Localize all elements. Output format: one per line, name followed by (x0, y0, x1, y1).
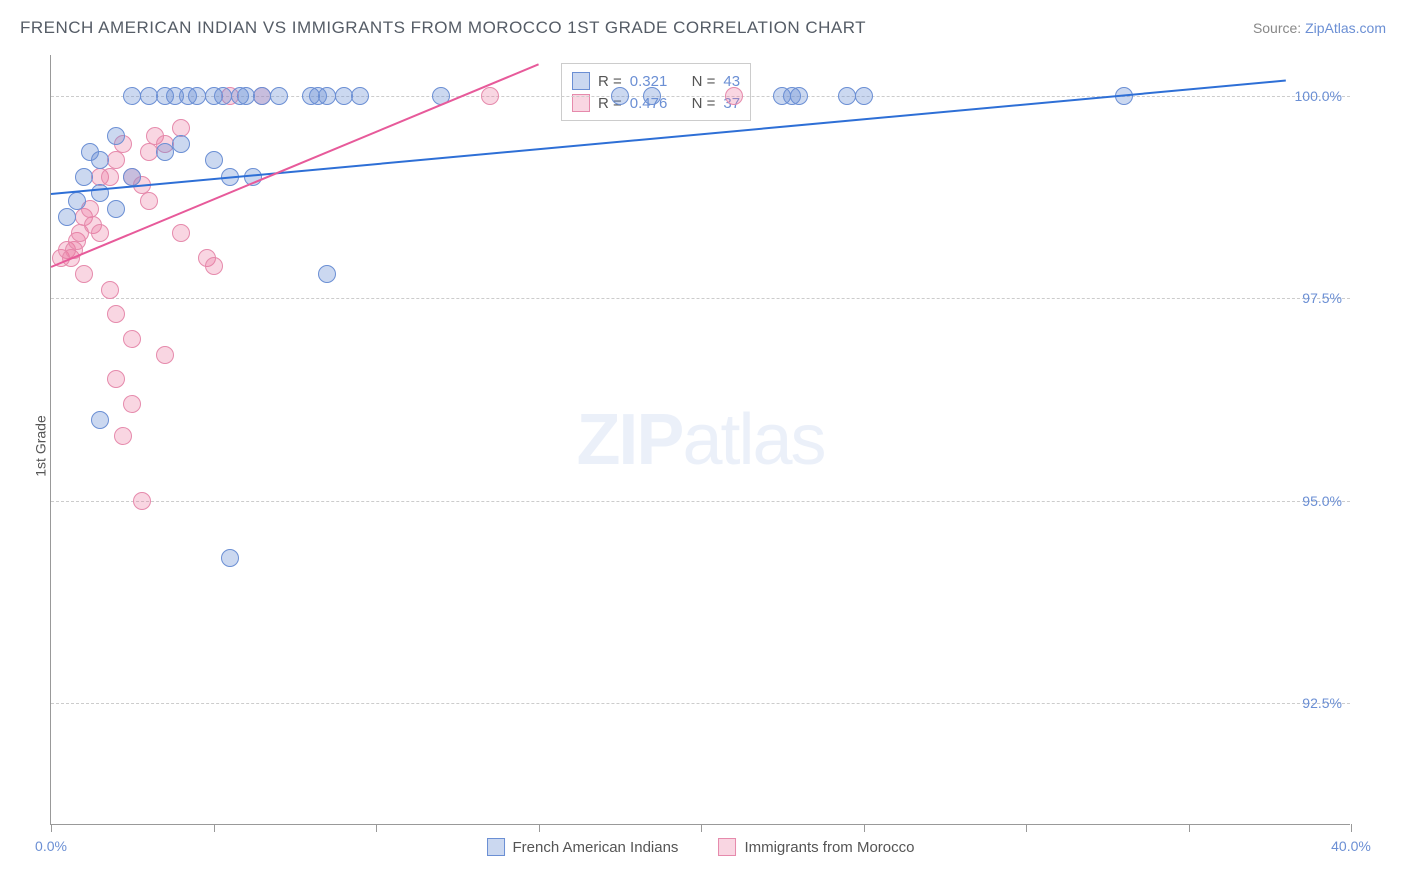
ytick-label: 92.5% (1302, 695, 1342, 711)
xtick (214, 824, 215, 832)
legend-item-1: French American Indians (487, 838, 679, 856)
xtick (539, 824, 540, 832)
point-series2 (481, 87, 499, 105)
point-series2 (205, 257, 223, 275)
n-label: N = (692, 73, 716, 90)
ytick-label: 100.0% (1295, 88, 1342, 104)
watermark-light: atlas (682, 400, 824, 480)
point-series2 (114, 427, 132, 445)
legend-swatch-1 (487, 838, 505, 856)
point-series2 (123, 330, 141, 348)
point-series1 (790, 87, 808, 105)
point-series1 (107, 200, 125, 218)
gridline-h (51, 298, 1350, 299)
bottom-legend: French American Indians Immigrants from … (487, 838, 915, 856)
ytick-label: 97.5% (1302, 290, 1342, 306)
point-series1 (123, 168, 141, 186)
ytick-label: 95.0% (1302, 493, 1342, 509)
xtick (376, 824, 377, 832)
point-series1 (91, 411, 109, 429)
xtick (1026, 824, 1027, 832)
plot-area: ZIPatlas R = 0.321 N = 43 R = 0.476 N = … (50, 55, 1350, 825)
point-series1 (318, 265, 336, 283)
source-label: Source: (1253, 20, 1301, 36)
point-series2 (107, 370, 125, 388)
point-series1 (221, 549, 239, 567)
n-label-2: N = (692, 95, 716, 112)
xtick (1351, 824, 1352, 832)
point-series1 (270, 87, 288, 105)
point-series1 (75, 168, 93, 186)
chart-container: FRENCH AMERICAN INDIAN VS IMMIGRANTS FRO… (0, 0, 1406, 892)
watermark: ZIPatlas (576, 399, 824, 481)
point-series1 (172, 135, 190, 153)
point-series2 (172, 224, 190, 242)
xtick (1189, 824, 1190, 832)
xtick (51, 824, 52, 832)
gridline-h (51, 703, 1350, 704)
legend-item-2: Immigrants from Morocco (718, 838, 914, 856)
point-series1 (643, 87, 661, 105)
source-attribution: Source: ZipAtlas.com (1253, 20, 1386, 36)
point-series2 (133, 492, 151, 510)
point-series2 (101, 281, 119, 299)
point-series2 (156, 346, 174, 364)
point-series1 (58, 208, 76, 226)
point-series1 (68, 192, 86, 210)
legend-label-2: Immigrants from Morocco (744, 839, 914, 856)
xtick-label: 0.0% (35, 838, 67, 854)
point-series1 (91, 151, 109, 169)
point-series2 (91, 224, 109, 242)
legend-swatch-series2 (572, 94, 590, 112)
title-row: FRENCH AMERICAN INDIAN VS IMMIGRANTS FRO… (20, 18, 1386, 38)
point-series2 (101, 168, 119, 186)
point-series2 (123, 395, 141, 413)
point-series2 (725, 87, 743, 105)
point-series2 (107, 305, 125, 323)
point-series1 (351, 87, 369, 105)
xtick (701, 824, 702, 832)
y-axis-label: 1st Grade (33, 415, 49, 476)
point-series2 (75, 265, 93, 283)
xtick-label: 40.0% (1331, 838, 1371, 854)
point-series2 (107, 151, 125, 169)
legend-label-1: French American Indians (513, 839, 679, 856)
point-series1 (205, 151, 223, 169)
watermark-bold: ZIP (576, 400, 682, 480)
source-link[interactable]: ZipAtlas.com (1305, 20, 1386, 36)
point-series2 (140, 192, 158, 210)
gridline-h (51, 501, 1350, 502)
point-series1 (855, 87, 873, 105)
xtick (864, 824, 865, 832)
legend-swatch-2 (718, 838, 736, 856)
point-series1 (107, 127, 125, 145)
legend-swatch-series1 (572, 72, 590, 90)
point-series1 (91, 184, 109, 202)
chart-title: FRENCH AMERICAN INDIAN VS IMMIGRANTS FRO… (20, 18, 866, 38)
point-series1 (611, 87, 629, 105)
point-series1 (156, 143, 174, 161)
